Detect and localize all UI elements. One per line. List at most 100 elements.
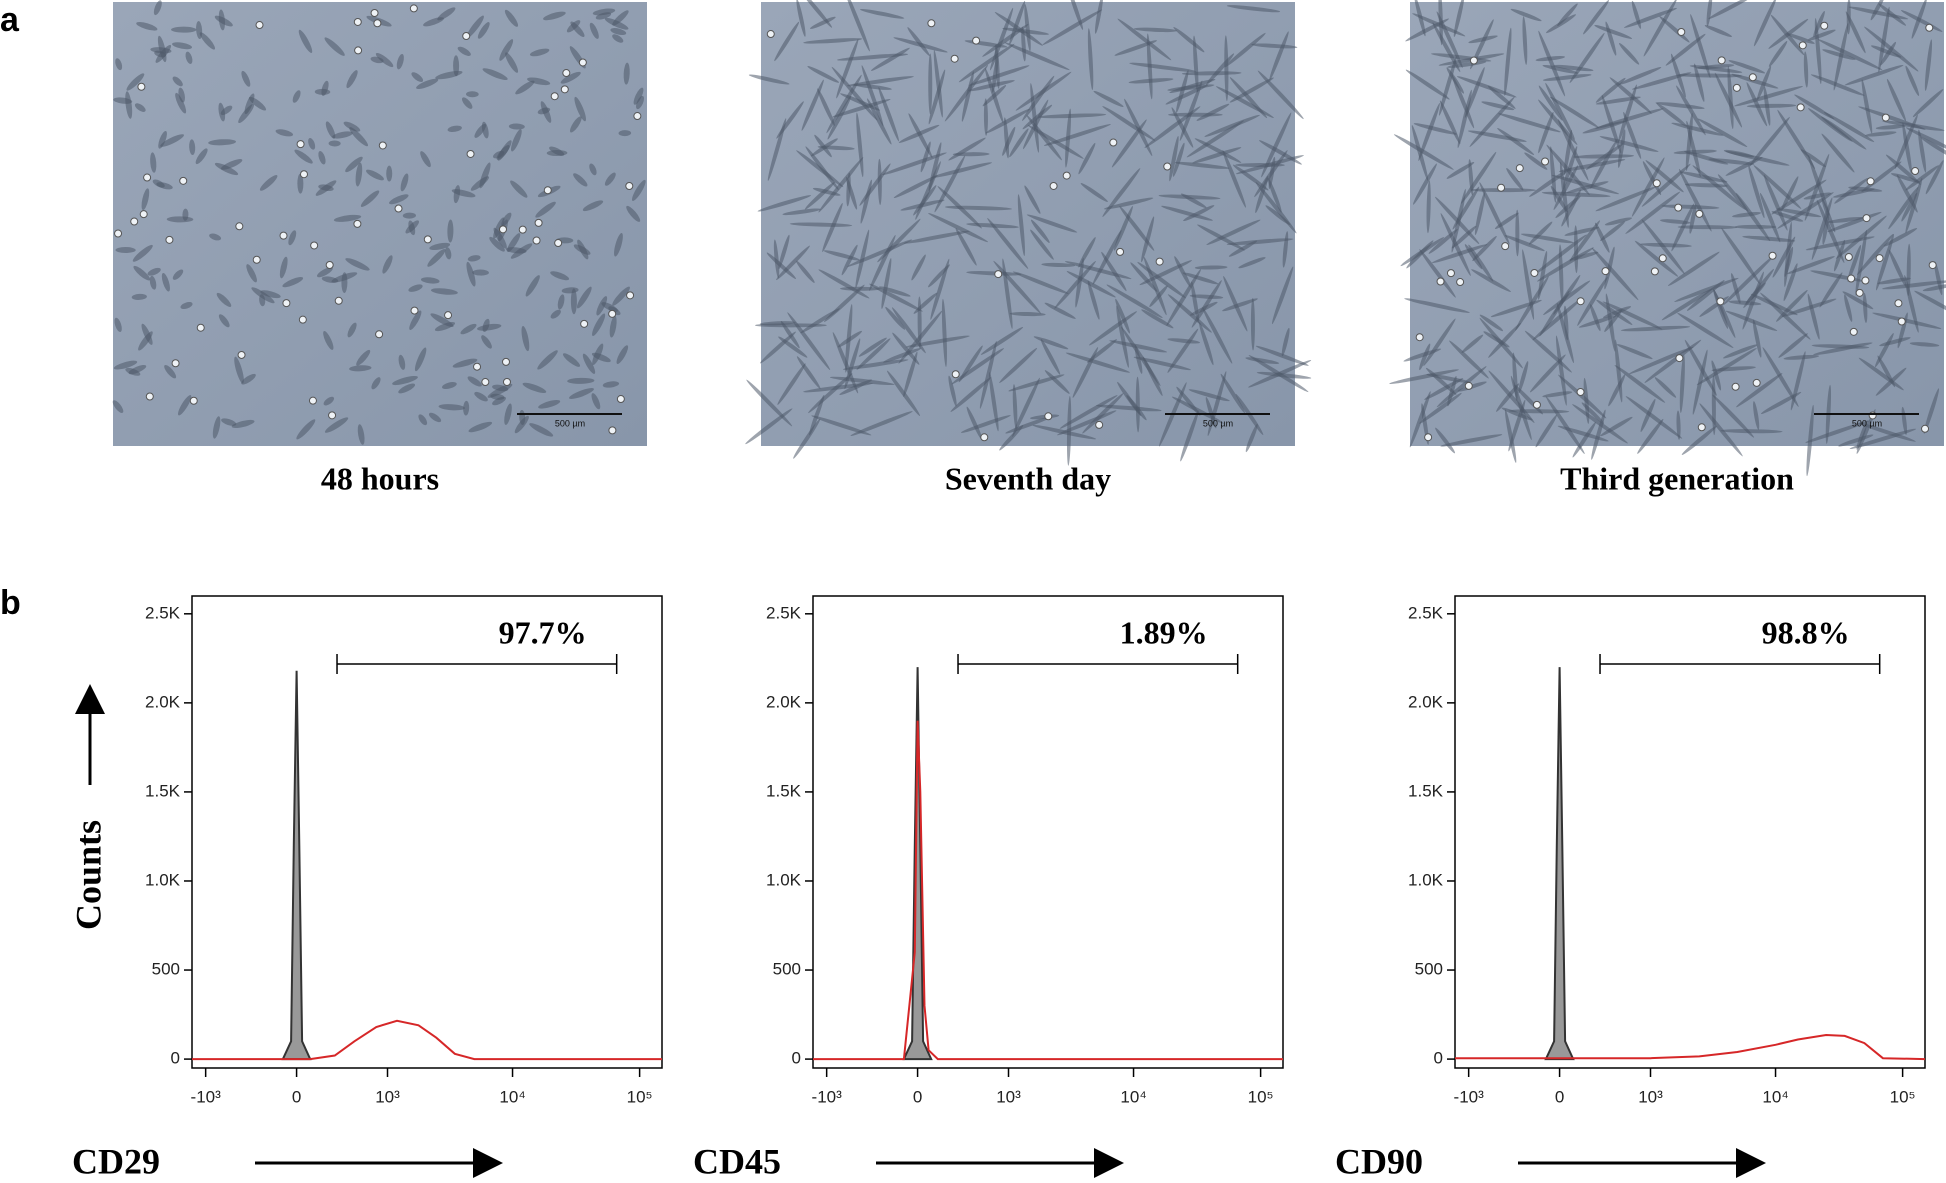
image-caption: Seventh day: [945, 460, 1111, 496]
cell: [1224, 35, 1229, 102]
cell: [1631, 157, 1665, 217]
cell: [1414, 0, 1426, 37]
cell: [1149, 285, 1168, 308]
cell: [1438, 56, 1457, 116]
round-cell: [518, 225, 527, 234]
cell: [1183, 205, 1215, 222]
cell: [1133, 27, 1177, 33]
cell: [1696, 347, 1757, 386]
cell: [1608, 374, 1626, 407]
cell: [861, 65, 884, 127]
round-cell: [1095, 420, 1104, 429]
cell: [1581, 402, 1604, 424]
cell: [346, 70, 358, 89]
cell: [1261, 112, 1292, 178]
cell: [366, 169, 384, 181]
cell: [1735, 192, 1771, 242]
cell: [460, 323, 477, 335]
cell: [1551, 174, 1620, 195]
cell: [315, 180, 337, 196]
cell: [576, 286, 592, 309]
cell: [1768, 40, 1788, 67]
cell: [1572, 154, 1635, 159]
round-cell: [608, 426, 617, 435]
cell: [1012, 377, 1040, 437]
cell: [900, 199, 945, 211]
cell: [1864, 26, 1919, 72]
cell: [132, 244, 153, 262]
cell: [1863, 292, 1868, 323]
cell: [487, 383, 513, 398]
cell: [1771, 179, 1827, 215]
cell: [323, 396, 335, 406]
cell: [908, 113, 933, 159]
cell: [1763, 174, 1788, 231]
cell: [1535, 414, 1558, 448]
cell: [1574, 225, 1579, 274]
cell: [1734, 224, 1777, 229]
cell: [1671, 122, 1724, 136]
round-cell: [444, 311, 453, 320]
round-cell: [633, 112, 642, 121]
cell: [1182, 272, 1219, 285]
x-tick-label: 10⁵: [1248, 1087, 1274, 1106]
cell: [1600, 221, 1625, 241]
image-caption: Third generation: [1560, 460, 1794, 496]
cell: [1082, 393, 1124, 434]
cell: [298, 29, 313, 53]
round-cell: [394, 204, 403, 213]
cell: [1878, 3, 1907, 26]
cell: [1678, 168, 1712, 232]
cell: [1542, 74, 1592, 81]
round-cell: [353, 17, 362, 26]
cell: [557, 294, 565, 310]
cell: [601, 302, 618, 312]
gate-label: 1.89%: [1120, 614, 1208, 650]
cell: [220, 159, 243, 170]
cell: [546, 149, 568, 157]
cell: [1012, 384, 1018, 430]
cell: [1833, 23, 1849, 91]
cell: [1468, 35, 1498, 44]
cell: [510, 243, 533, 259]
cell: [810, 16, 836, 29]
cell: [1245, 423, 1258, 453]
cell: [1542, 391, 1573, 398]
round-cell: [1847, 274, 1856, 283]
cell: [596, 296, 608, 316]
round-cell: [373, 19, 382, 28]
x-tick-label: 10⁵: [627, 1087, 653, 1106]
cell: [778, 234, 790, 270]
cell: [569, 388, 594, 399]
round-cell: [308, 396, 317, 405]
cell: [1524, 152, 1548, 170]
cell: [1440, 434, 1503, 447]
round-cell: [766, 30, 775, 39]
cell: [1905, 165, 1940, 191]
cell: [589, 163, 597, 176]
cell: [259, 175, 278, 191]
cell: [550, 309, 561, 319]
cell: [1173, 26, 1205, 53]
cell: [1676, 410, 1681, 440]
cell: [1059, 395, 1118, 429]
cell: [1728, 60, 1766, 74]
gate: [336, 654, 618, 674]
cell: [1821, 133, 1855, 173]
cell: [461, 97, 473, 109]
cell: [231, 419, 255, 428]
cell: [1008, 374, 1065, 392]
round-cell: [473, 362, 482, 371]
cell: [883, 348, 922, 363]
cell: [1222, 149, 1246, 208]
round-cell: [616, 395, 625, 404]
cell: [1194, 265, 1228, 270]
cell: [805, 146, 839, 191]
cell: [893, 37, 948, 53]
cell: [589, 22, 599, 39]
cell: [1419, 343, 1431, 371]
round-cell: [1732, 83, 1741, 92]
round-cell: [980, 433, 989, 442]
cell: [1734, 86, 1803, 107]
cell: [1679, 354, 1685, 413]
